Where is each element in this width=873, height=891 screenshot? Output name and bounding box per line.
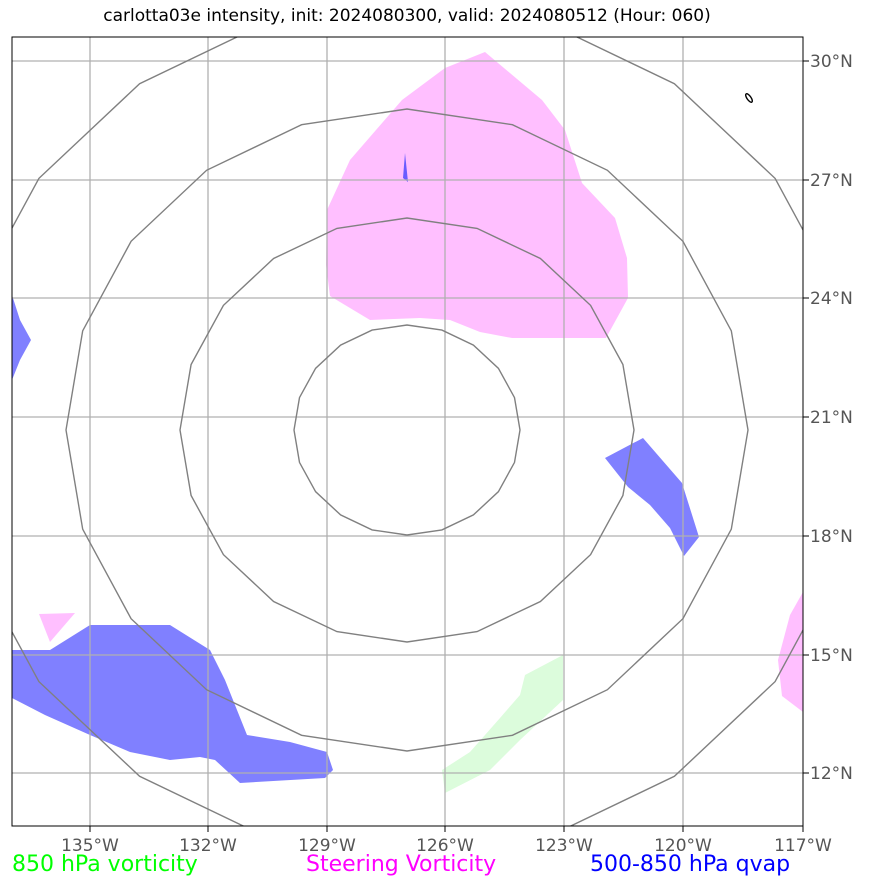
lat-label-18: 18°N [810,527,853,547]
lat-label-15: 15°N [810,646,853,666]
legend-qvap: 500-850 hPa qvap [590,852,791,877]
lat-label-27: 27°N [810,171,853,191]
lon-label-129: 129°W [298,836,356,856]
qvap-region-east [605,438,699,556]
range-ring-3 [65,108,749,752]
lat-label-21: 21°N [810,408,853,428]
range-ring-1 [293,324,521,536]
range-ring-4 [12,37,803,826]
axis-ticks [89,60,809,832]
qvap-region-southwest [12,625,333,783]
lon-label-135: 135°W [61,836,119,856]
lon-label-123: 123°W [535,836,593,856]
lat-label-12: 12°N [810,764,853,784]
lon-label-117: 117°W [774,836,832,856]
contour-small-loop [744,93,754,103]
gridlines [12,37,803,826]
steering-vorticity-region-southwest [39,613,75,642]
lat-label-30: 30°N [810,52,853,72]
850-vorticity-region [442,655,563,793]
legend-850-vorticity: 850 hPa vorticity [12,852,198,877]
lon-label-132: 132°W [179,836,237,856]
lon-label-120: 120°W [654,836,712,856]
lon-label-126: 126°W [416,836,474,856]
lat-label-24: 24°N [810,289,853,309]
qvap-region-west-edge [12,295,31,380]
qvap-region-small [403,153,408,182]
legend-steering-vorticity: Steering Vorticity [306,852,497,877]
plot-frame [11,36,804,827]
chart-title: carlotta03e intensity, init: 2024080300,… [103,6,711,26]
range-ring-2 [179,217,635,643]
range-rings [12,37,803,826]
steering-vorticity-region-north [326,52,628,338]
